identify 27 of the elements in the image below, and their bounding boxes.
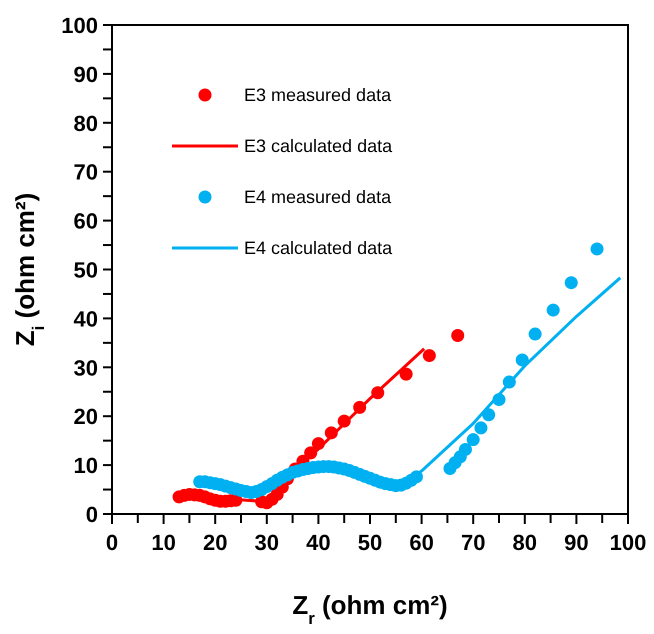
x-tick-label: 0 (106, 530, 118, 555)
y-tick-label: 40 (74, 306, 98, 332)
x-tick-label: 40 (306, 530, 331, 555)
y-tick-label: 100 (61, 13, 98, 38)
y-tick-label: 60 (74, 208, 98, 234)
x-tick-label: 20 (202, 530, 228, 555)
x-tick-label: 50 (358, 530, 382, 555)
x-tick-label: 90 (564, 530, 589, 555)
x-tick-label: 100 (610, 530, 646, 555)
y-tick-label: 0 (86, 502, 98, 527)
y-tick-label: 20 (74, 404, 98, 430)
legend-label: E4 calculated data (244, 238, 394, 258)
x-tick-label: 10 (151, 530, 176, 555)
y-tick-label: 70 (74, 160, 98, 185)
x-tick-label: 70 (460, 530, 486, 555)
legend-label: E3 calculated data (244, 136, 394, 156)
y-tick-label: 10 (74, 453, 98, 478)
x-tick-label: 60 (409, 530, 434, 555)
y-tick-label: 50 (74, 258, 98, 282)
legend-label: E3 measured data (244, 85, 392, 105)
y-tick-label: 30 (74, 355, 98, 380)
x-tick-label: 80 (512, 530, 538, 555)
x-tick-label: 30 (254, 530, 280, 555)
legend-label: E4 measured data (244, 187, 392, 207)
x-axis-title: Z$_{r}$ (ohm cm²) (292, 590, 448, 628)
y-tick-label: 80 (74, 110, 98, 136)
y-tick-label: 90 (74, 62, 98, 87)
